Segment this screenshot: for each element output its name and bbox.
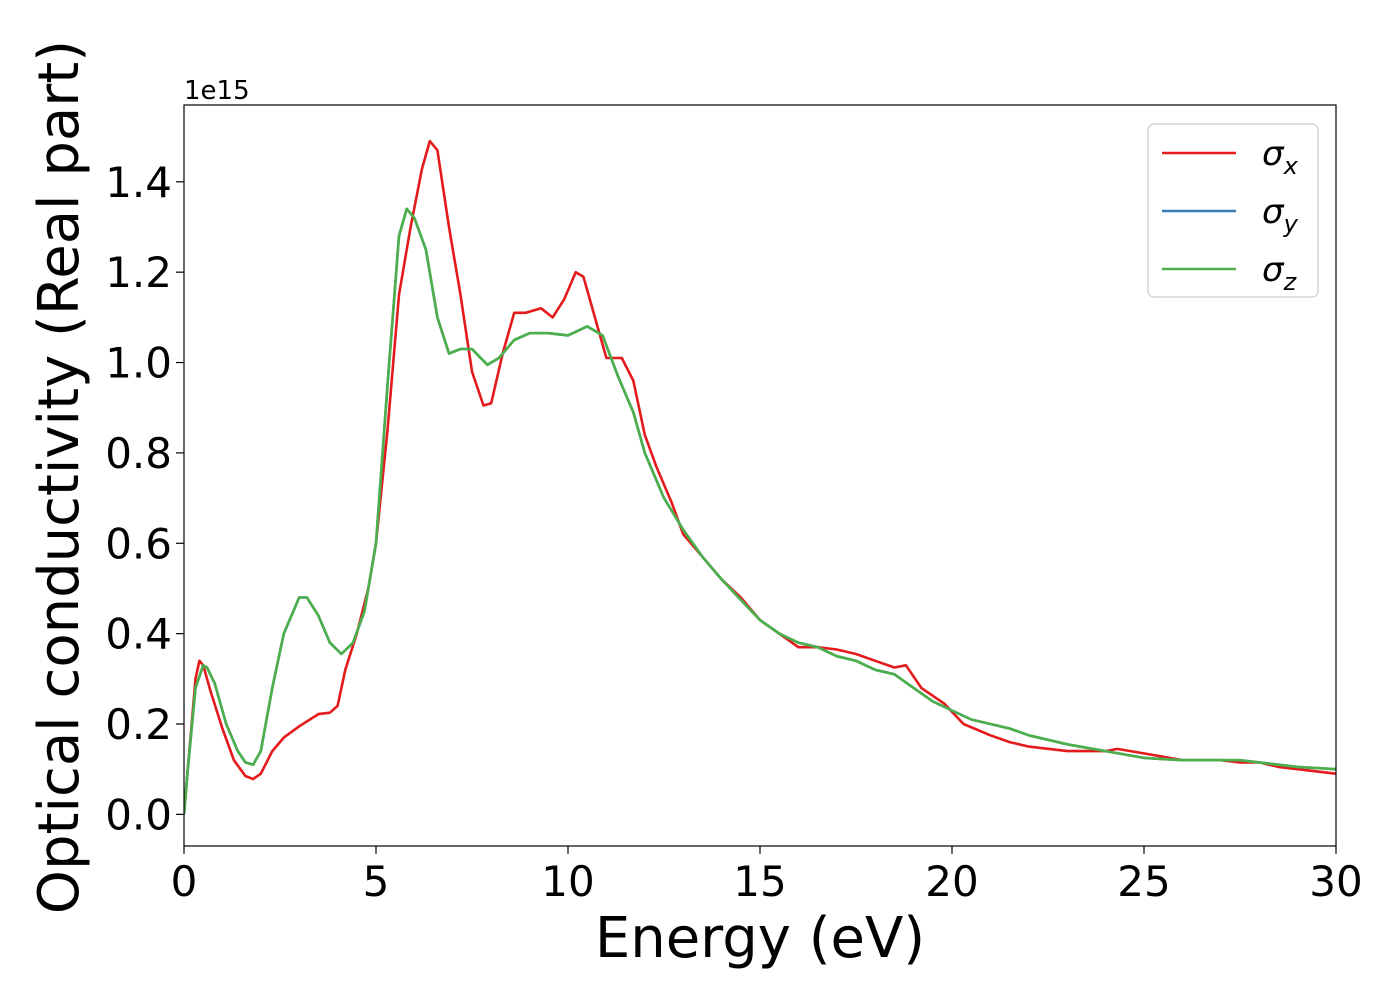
y-tick-label: 1.0 bbox=[105, 339, 172, 388]
y-tick-label: 0.4 bbox=[105, 610, 172, 659]
legend-label-x: σx bbox=[1262, 134, 1299, 180]
y-tick-label: 0.6 bbox=[105, 519, 172, 568]
y-offset-label: 1e15 bbox=[184, 76, 250, 106]
series-line-z bbox=[184, 207, 1336, 815]
y-tick-label: 0.8 bbox=[105, 429, 172, 478]
legend: σx σy σz bbox=[1147, 123, 1319, 298]
y-axis-label: Optical conductivity (Real part) bbox=[27, 40, 92, 914]
x-tick-label: 20 bbox=[925, 857, 978, 906]
y-tick-label: 1.2 bbox=[105, 248, 172, 297]
series-lines bbox=[184, 139, 1336, 815]
x-tick-label: 5 bbox=[363, 857, 390, 906]
y-axis-ticks: 0.0 0.2 0.4 0.6 0.8 1.0 1.2 1.4 bbox=[105, 158, 184, 839]
plot-frame bbox=[183, 104, 1337, 847]
x-axis-ticks: 0 5 10 15 20 25 30 bbox=[171, 846, 1363, 906]
legend-label-z: σz bbox=[1262, 250, 1298, 296]
x-tick-label: 0 bbox=[171, 857, 198, 906]
legend-label-y: σy bbox=[1262, 192, 1299, 238]
x-tick-label: 30 bbox=[1309, 857, 1362, 906]
y-tick-label: 0.0 bbox=[105, 790, 172, 839]
x-axis-label: Energy (eV) bbox=[595, 906, 925, 971]
x-tick-label: 10 bbox=[541, 857, 594, 906]
x-tick-label: 15 bbox=[733, 857, 786, 906]
x-tick-label: 25 bbox=[1117, 857, 1170, 906]
series-line-x bbox=[184, 139, 1336, 815]
y-tick-label: 1.4 bbox=[105, 158, 172, 207]
y-tick-label: 0.2 bbox=[105, 700, 172, 749]
